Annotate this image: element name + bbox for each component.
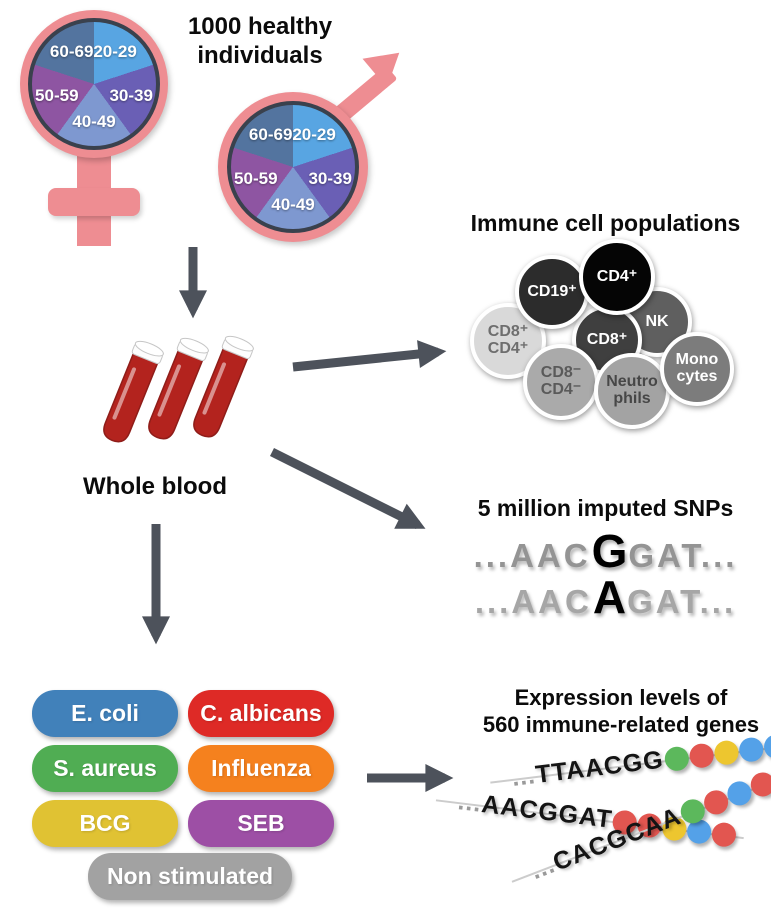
cell-label: Mono cytes [675, 351, 719, 385]
arrow-blood-to-cells-icon [292, 340, 447, 372]
age-label: 60-69 [49, 41, 94, 61]
stimulus-pill-ecoli: E. coli [32, 690, 178, 737]
male-age-pie-chart: 20-29 30-39 40-49 50-59 60-69 [227, 101, 359, 233]
blood-tubes-icon [103, 335, 254, 443]
blood-tube-icon [103, 340, 164, 443]
stimulus-pill-nonstimulated: Non stimulated [88, 853, 292, 900]
age-label: 60-69 [248, 124, 293, 144]
stimulus-pill-calbicans: C. albicans [188, 690, 334, 737]
cell-label: CD4⁺ [596, 267, 638, 285]
cell-circle-monocytes: Mono cytes [660, 332, 734, 406]
expression-dot [687, 741, 715, 769]
age-label: 30-39 [308, 169, 352, 189]
snp-seq-post: GAT... [628, 537, 738, 574]
snp-variant-allele: G [591, 525, 628, 577]
pill-label: E. coli [71, 700, 139, 726]
snps-title: 5 million imputed SNPs [477, 495, 734, 521]
cell-label: Neutro phils [606, 373, 658, 407]
pill-label: BCG [79, 810, 131, 836]
expression-title-line1: Expression levels of [514, 685, 728, 710]
cell-label: CD8⁺ [586, 330, 628, 348]
age-label: 40-49 [72, 112, 116, 132]
stimulus-pill-bcg: BCG [32, 800, 178, 847]
blood-tube-icon [148, 337, 209, 440]
pill-label: S. aureus [53, 755, 157, 781]
snp-seq-pre: ...AAC [473, 537, 591, 574]
snp-sequence-line: ...AAC A GAT... [440, 570, 771, 624]
cell-label: CD8⁺ CD4⁺ [487, 323, 529, 357]
expression-dot [737, 735, 765, 763]
pill-label: SEB [237, 810, 285, 836]
blood-tube-icon [193, 335, 254, 438]
pill-label: C. albicans [200, 700, 322, 726]
snp-seq-pre: ...AAC [474, 583, 592, 620]
expression-dot [711, 820, 738, 848]
immune-cells-title: Immune cell populations [470, 210, 741, 236]
female-symbol-icon: 20-29 30-39 40-49 50-59 60-69 [20, 10, 168, 158]
seq-text: AACGGAT [480, 790, 614, 834]
snp-seq-post: GAT... [627, 583, 737, 620]
cell-circle-cd19: CD19⁺ [515, 255, 589, 329]
cell-label: CD19⁺ [527, 282, 577, 300]
cell-label: CD8⁻ CD4⁻ [540, 364, 582, 398]
expression-dot [712, 738, 740, 766]
snp-sequence-line: ...AAC G GAT... [440, 524, 771, 578]
stimulus-pill-saureus: S. aureus [32, 745, 178, 792]
age-label: 20-29 [292, 124, 336, 144]
pill-label: Influenza [211, 755, 311, 781]
seq-text: TTAACGG [533, 745, 666, 789]
pill-label: Non stimulated [106, 863, 274, 889]
cell-circle-cd4: CD4⁺ [579, 239, 655, 315]
seq-ellipsis: ... [510, 761, 538, 792]
age-label: 40-49 [271, 195, 315, 215]
arrow-blood-to-snps-icon [269, 447, 426, 530]
expression-title-line2: 560 immune-related genes [482, 711, 760, 737]
age-label: 30-39 [109, 86, 153, 106]
female-symbol-crossbar [48, 188, 140, 216]
age-label: 20-29 [93, 41, 137, 61]
expression-dot [662, 744, 690, 772]
stimulus-pill-seb: SEB [188, 800, 334, 847]
cell-circle-neutrophils: Neutro phils [594, 353, 670, 429]
cell-label: NK [645, 312, 669, 330]
seq-ellipsis: ... [456, 787, 484, 818]
age-label: 50-59 [234, 169, 278, 189]
expression-title: Expression levels of 560 immune-related … [471, 685, 771, 739]
stimulus-pill-influenza: Influenza [188, 745, 334, 792]
expression-dot [762, 732, 771, 760]
cell-circle-cd8neg-cd4neg: CD8⁻ CD4⁻ [523, 344, 599, 420]
cohort-title: 1000 healthy individuals [187, 13, 333, 70]
male-symbol-icon: 20-29 30-39 40-49 50-59 60-69 [218, 92, 368, 242]
snp-variant-allele: A [592, 571, 627, 623]
age-label: 50-59 [35, 86, 79, 106]
whole-blood-label: Whole blood [83, 473, 227, 500]
female-age-pie-chart: 20-29 30-39 40-49 50-59 60-69 [28, 18, 160, 150]
